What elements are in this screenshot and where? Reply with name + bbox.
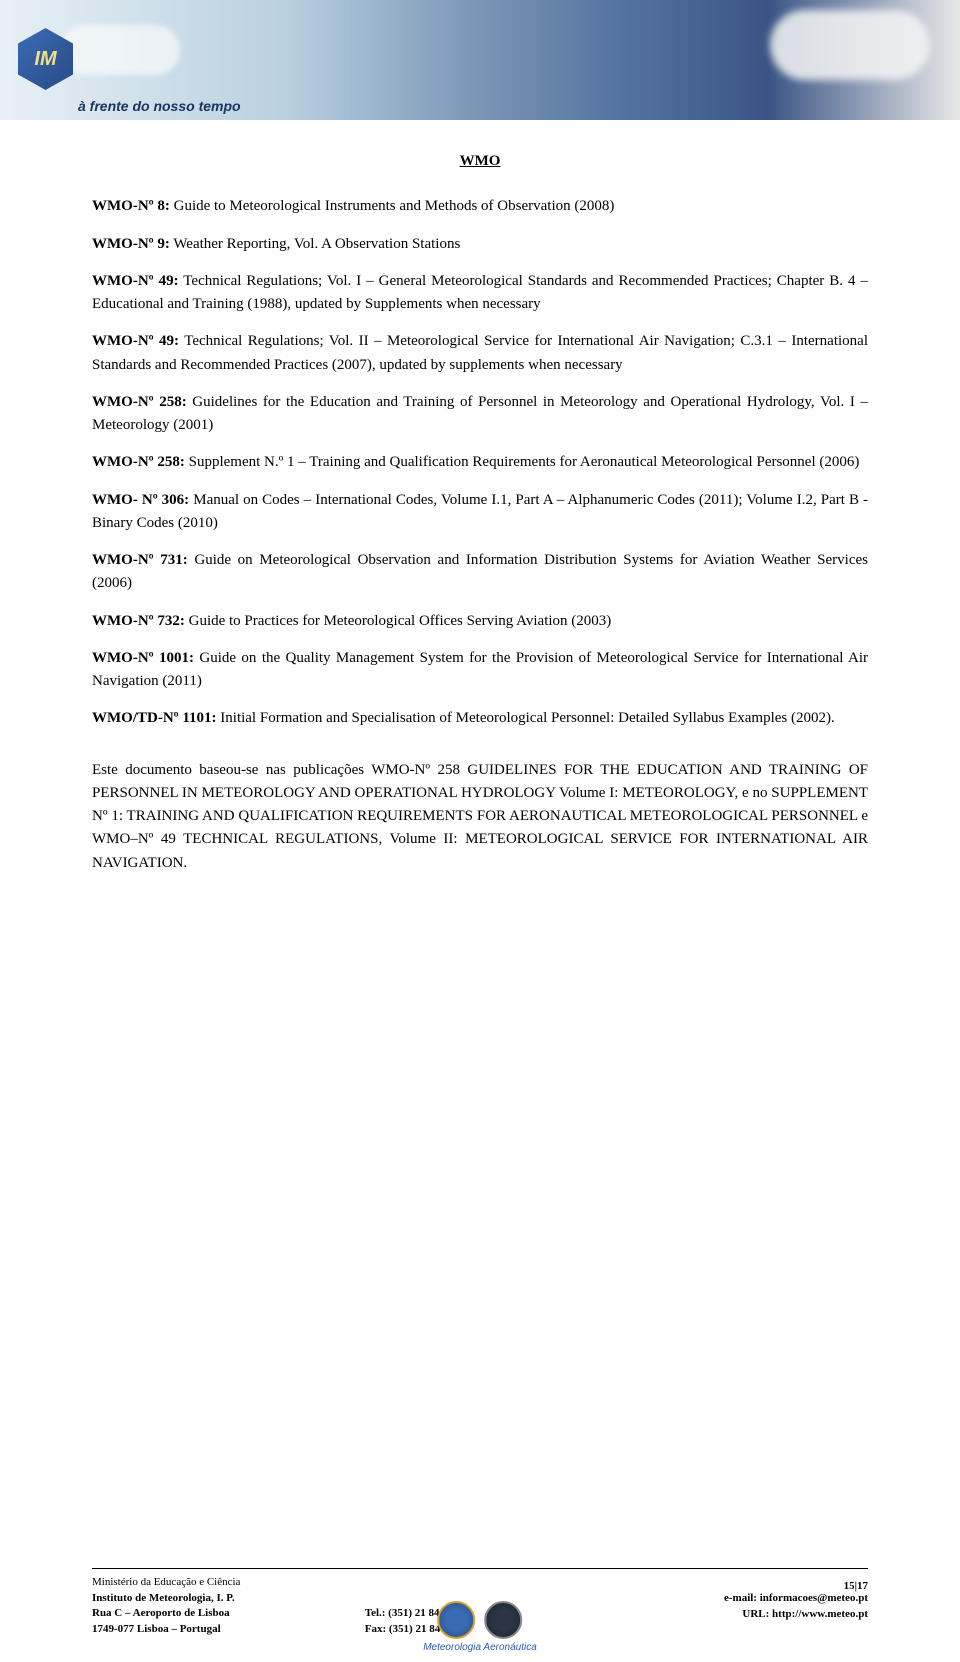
footer-address: Rua C – Aeroporto de Lisboa 1749-077 Lis… — [92, 1606, 362, 1637]
wmo-prefix: WMO-Nº 258: — [92, 454, 185, 470]
paragraph: WMO-Nº 731: Guide on Meteorological Obse… — [92, 549, 868, 596]
logo-text: IM — [34, 48, 56, 71]
closing-paragraph: Este documento baseou-se nas publicações… — [92, 759, 868, 875]
wmo-prefix: WMO-Nº 731: — [92, 552, 188, 568]
footer: 15|17 Ministério da Educação e Ciência I… — [0, 1568, 960, 1662]
wmo-prefix: WMO/TD-Nº 1101: — [92, 710, 217, 726]
paragraph: WMO-Nº 258: Supplement N.º 1 – Training … — [92, 451, 868, 474]
url-line: URL: http://www.meteo.pt — [724, 1607, 868, 1622]
paragraph: WMO-Nº 8: Guide to Meteorological Instru… — [92, 195, 868, 218]
email-line: e-mail: informacoes@meteo.pt — [724, 1591, 868, 1606]
paragraph-body: Technical Regulations; Vol. I – General … — [92, 273, 868, 312]
paragraph: WMO/TD-Nº 1101: Initial Formation and Sp… — [92, 707, 868, 730]
wmo-prefix: WMO-Nº 9: — [92, 236, 170, 252]
tagline: à frente do nosso tempo — [78, 98, 241, 114]
footer-web: e-mail: informacoes@meteo.pt URL: http:/… — [724, 1575, 868, 1622]
wmo-prefix: WMO-Nº 8: — [92, 198, 170, 214]
header-banner: IM à frente do nosso tempo — [0, 0, 960, 120]
footer-seals: Meteorologia Aeronáutica — [423, 1601, 537, 1655]
document-content: WMO WMO-Nº 8: Guide to Meteorological In… — [0, 120, 960, 875]
wmo-prefix: WMO-Nº 49: — [92, 333, 179, 349]
certification-seal-icon — [484, 1601, 522, 1639]
wmo-prefix: WMO-Nº 732: — [92, 613, 185, 629]
paragraph-body: Guide to Meteorological Instruments and … — [170, 198, 615, 214]
paragraph: WMO-Nº 9: Weather Reporting, Vol. A Obse… — [92, 233, 868, 256]
wmo-prefix: WMO- Nº 306: — [92, 492, 189, 508]
paragraph-body: Supplement N.º 1 – Training and Qualific… — [185, 454, 860, 470]
section-title: WMO — [92, 150, 868, 173]
paragraph: WMO-Nº 49: Technical Regulations; Vol. I… — [92, 270, 868, 317]
footer-brand: Meteorologia Aeronáutica — [423, 1641, 537, 1655]
wmo-prefix: WMO-Nº 258: — [92, 394, 187, 410]
paragraph-body: Manual on Codes – International Codes, V… — [92, 492, 868, 531]
paragraph-body: Guide on Meteorological Observation and … — [92, 552, 868, 591]
certification-seal-icon — [438, 1601, 476, 1639]
address-line-1: Rua C – Aeroporto de Lisboa — [92, 1606, 362, 1621]
paragraph-body: Guide on the Quality Management System f… — [92, 650, 868, 689]
address-line-2: 1749-077 Lisboa – Portugal — [92, 1622, 362, 1637]
cloud-decoration — [60, 25, 180, 75]
wmo-prefix: WMO-Nº 1001: — [92, 650, 194, 666]
footer-divider — [92, 1568, 868, 1569]
paragraph-body: Weather Reporting, Vol. A Observation St… — [170, 236, 460, 252]
paragraph: WMO-Nº 258: Guidelines for the Education… — [92, 391, 868, 438]
paragraph-body: Initial Formation and Specialisation of … — [217, 710, 835, 726]
footer-content: 15|17 Ministério da Educação e Ciência I… — [92, 1575, 868, 1637]
paragraph: WMO-Nº 49: Technical Regulations; Vol. I… — [92, 330, 868, 377]
paragraph: WMO- Nº 306: Manual on Codes – Internati… — [92, 489, 868, 536]
paragraph: WMO-Nº 732: Guide to Practices for Meteo… — [92, 610, 868, 633]
cloud-decoration — [770, 10, 930, 80]
paragraph-body: Technical Regulations; Vol. II – Meteoro… — [92, 333, 868, 372]
wmo-prefix: WMO-Nº 49: — [92, 273, 179, 289]
paragraph: WMO-Nº 1001: Guide on the Quality Manage… — [92, 647, 868, 694]
paragraph-body: Guidelines for the Education and Trainin… — [92, 394, 868, 433]
paragraph-body: Guide to Practices for Meteorological Of… — [185, 613, 611, 629]
